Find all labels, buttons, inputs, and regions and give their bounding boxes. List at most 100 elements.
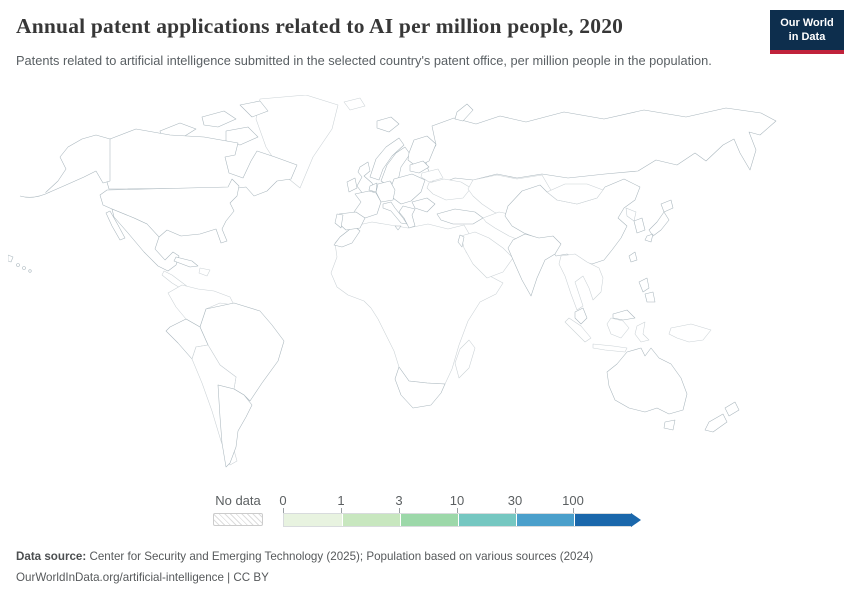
country-ireland[interactable] <box>346 177 358 193</box>
legend-tickmark <box>399 508 400 513</box>
chart-footer: Data source: Center for Security and Eme… <box>16 546 593 589</box>
country-south-korea[interactable] <box>633 217 646 234</box>
country-japan-kyushu[interactable] <box>644 233 654 243</box>
legend-tickmark <box>515 508 516 513</box>
country-mongolia[interactable] <box>546 183 604 205</box>
country-south-africa[interactable] <box>394 366 446 409</box>
country-norway[interactable] <box>369 137 405 181</box>
country-canada-arctic[interactable] <box>201 110 237 128</box>
country-madagascar[interactable] <box>454 339 476 379</box>
country-mexico[interactable] <box>111 208 180 272</box>
legend-segment-over 100[interactable] <box>574 514 632 526</box>
legend-tickmark <box>341 508 342 513</box>
country-indonesia-sulawesi[interactable] <box>634 321 650 343</box>
country-finland[interactable] <box>407 135 437 168</box>
country-new-zealand-north[interactable] <box>724 401 740 417</box>
country-australia-tasmania[interactable] <box>663 419 676 431</box>
country-ukraine[interactable] <box>426 178 472 201</box>
legend-tick-labels: 0 1 3 10 30 100 <box>279 493 648 513</box>
page-title: Annual patent applications related to AI… <box>16 14 624 38</box>
country-france[interactable] <box>353 190 382 219</box>
country-iceland[interactable] <box>376 116 400 133</box>
legend-tickmark <box>283 508 284 513</box>
license-line[interactable]: OurWorldInData.org/artificial-intelligen… <box>16 571 269 585</box>
legend-tick-label: 0 <box>279 493 287 508</box>
data-source-line: Data source: Center for Security and Eme… <box>16 546 593 567</box>
data-source-text: Center for Security and Emerging Technol… <box>86 550 594 563</box>
legend-arrow <box>631 513 641 527</box>
region-svalbard[interactable] <box>343 97 366 111</box>
country-pacific-islet[interactable] <box>7 254 14 263</box>
country-malaysia-peninsula[interactable] <box>574 307 588 325</box>
legend-no-data: No data <box>211 493 265 526</box>
country-hawaii[interactable] <box>22 266 26 270</box>
legend-tick-label: 30 <box>507 493 523 508</box>
country-papua-new-guinea[interactable] <box>668 323 712 343</box>
country-hawaii[interactable] <box>16 263 20 267</box>
legend-tick-label: 3 <box>395 493 403 508</box>
legend-segment-30–100[interactable] <box>516 514 574 526</box>
country-india[interactable] <box>507 233 562 297</box>
country-israel[interactable] <box>457 234 465 248</box>
world-map <box>7 94 843 495</box>
country-north-korea[interactable] <box>625 207 637 222</box>
legend-tickmark <box>573 508 574 513</box>
country-portugal[interactable] <box>334 213 344 229</box>
country-netherlands[interactable] <box>368 182 378 193</box>
owid-logo-line2: in Data <box>788 31 826 44</box>
region-indochina[interactable] <box>558 253 604 311</box>
country-poland-central-europe[interactable] <box>390 173 426 205</box>
country-novaya-zemlya[interactable] <box>454 103 474 122</box>
country-aleutians[interactable] <box>19 191 51 198</box>
country-hawaii[interactable] <box>28 269 32 273</box>
legend-segment-0–1[interactable] <box>284 514 342 526</box>
country-turkey[interactable] <box>436 208 484 225</box>
region-africa[interactable] <box>330 221 504 385</box>
legend-tick-label: 1 <box>337 493 345 508</box>
country-romania[interactable] <box>411 197 436 213</box>
legend-tickmark <box>457 508 458 513</box>
country-belarus[interactable] <box>420 168 444 183</box>
owid-logo-line1: Our World <box>780 17 834 29</box>
country-taiwan[interactable] <box>628 251 638 263</box>
country-russia[interactable] <box>425 107 777 185</box>
country-greenland[interactable] <box>255 94 339 189</box>
country-indonesia-borneo[interactable] <box>606 317 630 339</box>
country-argentina[interactable] <box>217 384 253 468</box>
country-colombia-venezuela[interactable] <box>167 284 235 328</box>
legend-no-data-swatch[interactable] <box>213 513 263 526</box>
country-cuba[interactable] <box>173 256 199 268</box>
legend-tick-label: 100 <box>562 493 584 508</box>
country-philippines[interactable] <box>638 277 650 293</box>
country-philippines[interactable] <box>644 291 656 303</box>
country-japan-hokkaido[interactable] <box>660 199 674 213</box>
country-alaska[interactable] <box>43 134 111 195</box>
country-canada-arctic[interactable] <box>239 100 269 118</box>
legend-color-scale: 0 1 3 10 30 100 <box>279 493 648 533</box>
legend-bar <box>283 513 632 527</box>
country-baltics[interactable] <box>409 160 430 174</box>
choropleth-svg <box>7 94 777 468</box>
region-hispaniola[interactable] <box>198 267 211 277</box>
country-indonesia-java[interactable] <box>592 343 628 353</box>
country-australia[interactable] <box>606 347 688 415</box>
country-greece-balkans[interactable] <box>398 205 416 229</box>
country-canada-arctic[interactable] <box>225 126 259 146</box>
country-italy-sicily[interactable] <box>394 225 402 231</box>
country-saudi-arabia[interactable] <box>460 231 514 279</box>
chart-subtitle: Patents related to artificial intelligen… <box>16 53 712 68</box>
legend-no-data-label: No data <box>215 493 261 508</box>
country-new-zealand-south[interactable] <box>704 413 728 433</box>
legend-segment-3–10[interactable] <box>400 514 458 526</box>
legend-segment-1–3[interactable] <box>342 514 400 526</box>
country-indonesia-sumatra[interactable] <box>564 317 592 343</box>
country-italy[interactable] <box>382 201 408 225</box>
data-source-label: Data source: <box>16 550 87 563</box>
country-japan-honshu[interactable] <box>648 211 670 237</box>
country-malaysia-borneo[interactable] <box>612 309 636 321</box>
owid-logo[interactable]: Our World in Data <box>770 10 844 54</box>
country-mexico-baja[interactable] <box>105 210 126 241</box>
legend-segment-10–30[interactable] <box>458 514 516 526</box>
legend-tick-label: 10 <box>449 493 465 508</box>
